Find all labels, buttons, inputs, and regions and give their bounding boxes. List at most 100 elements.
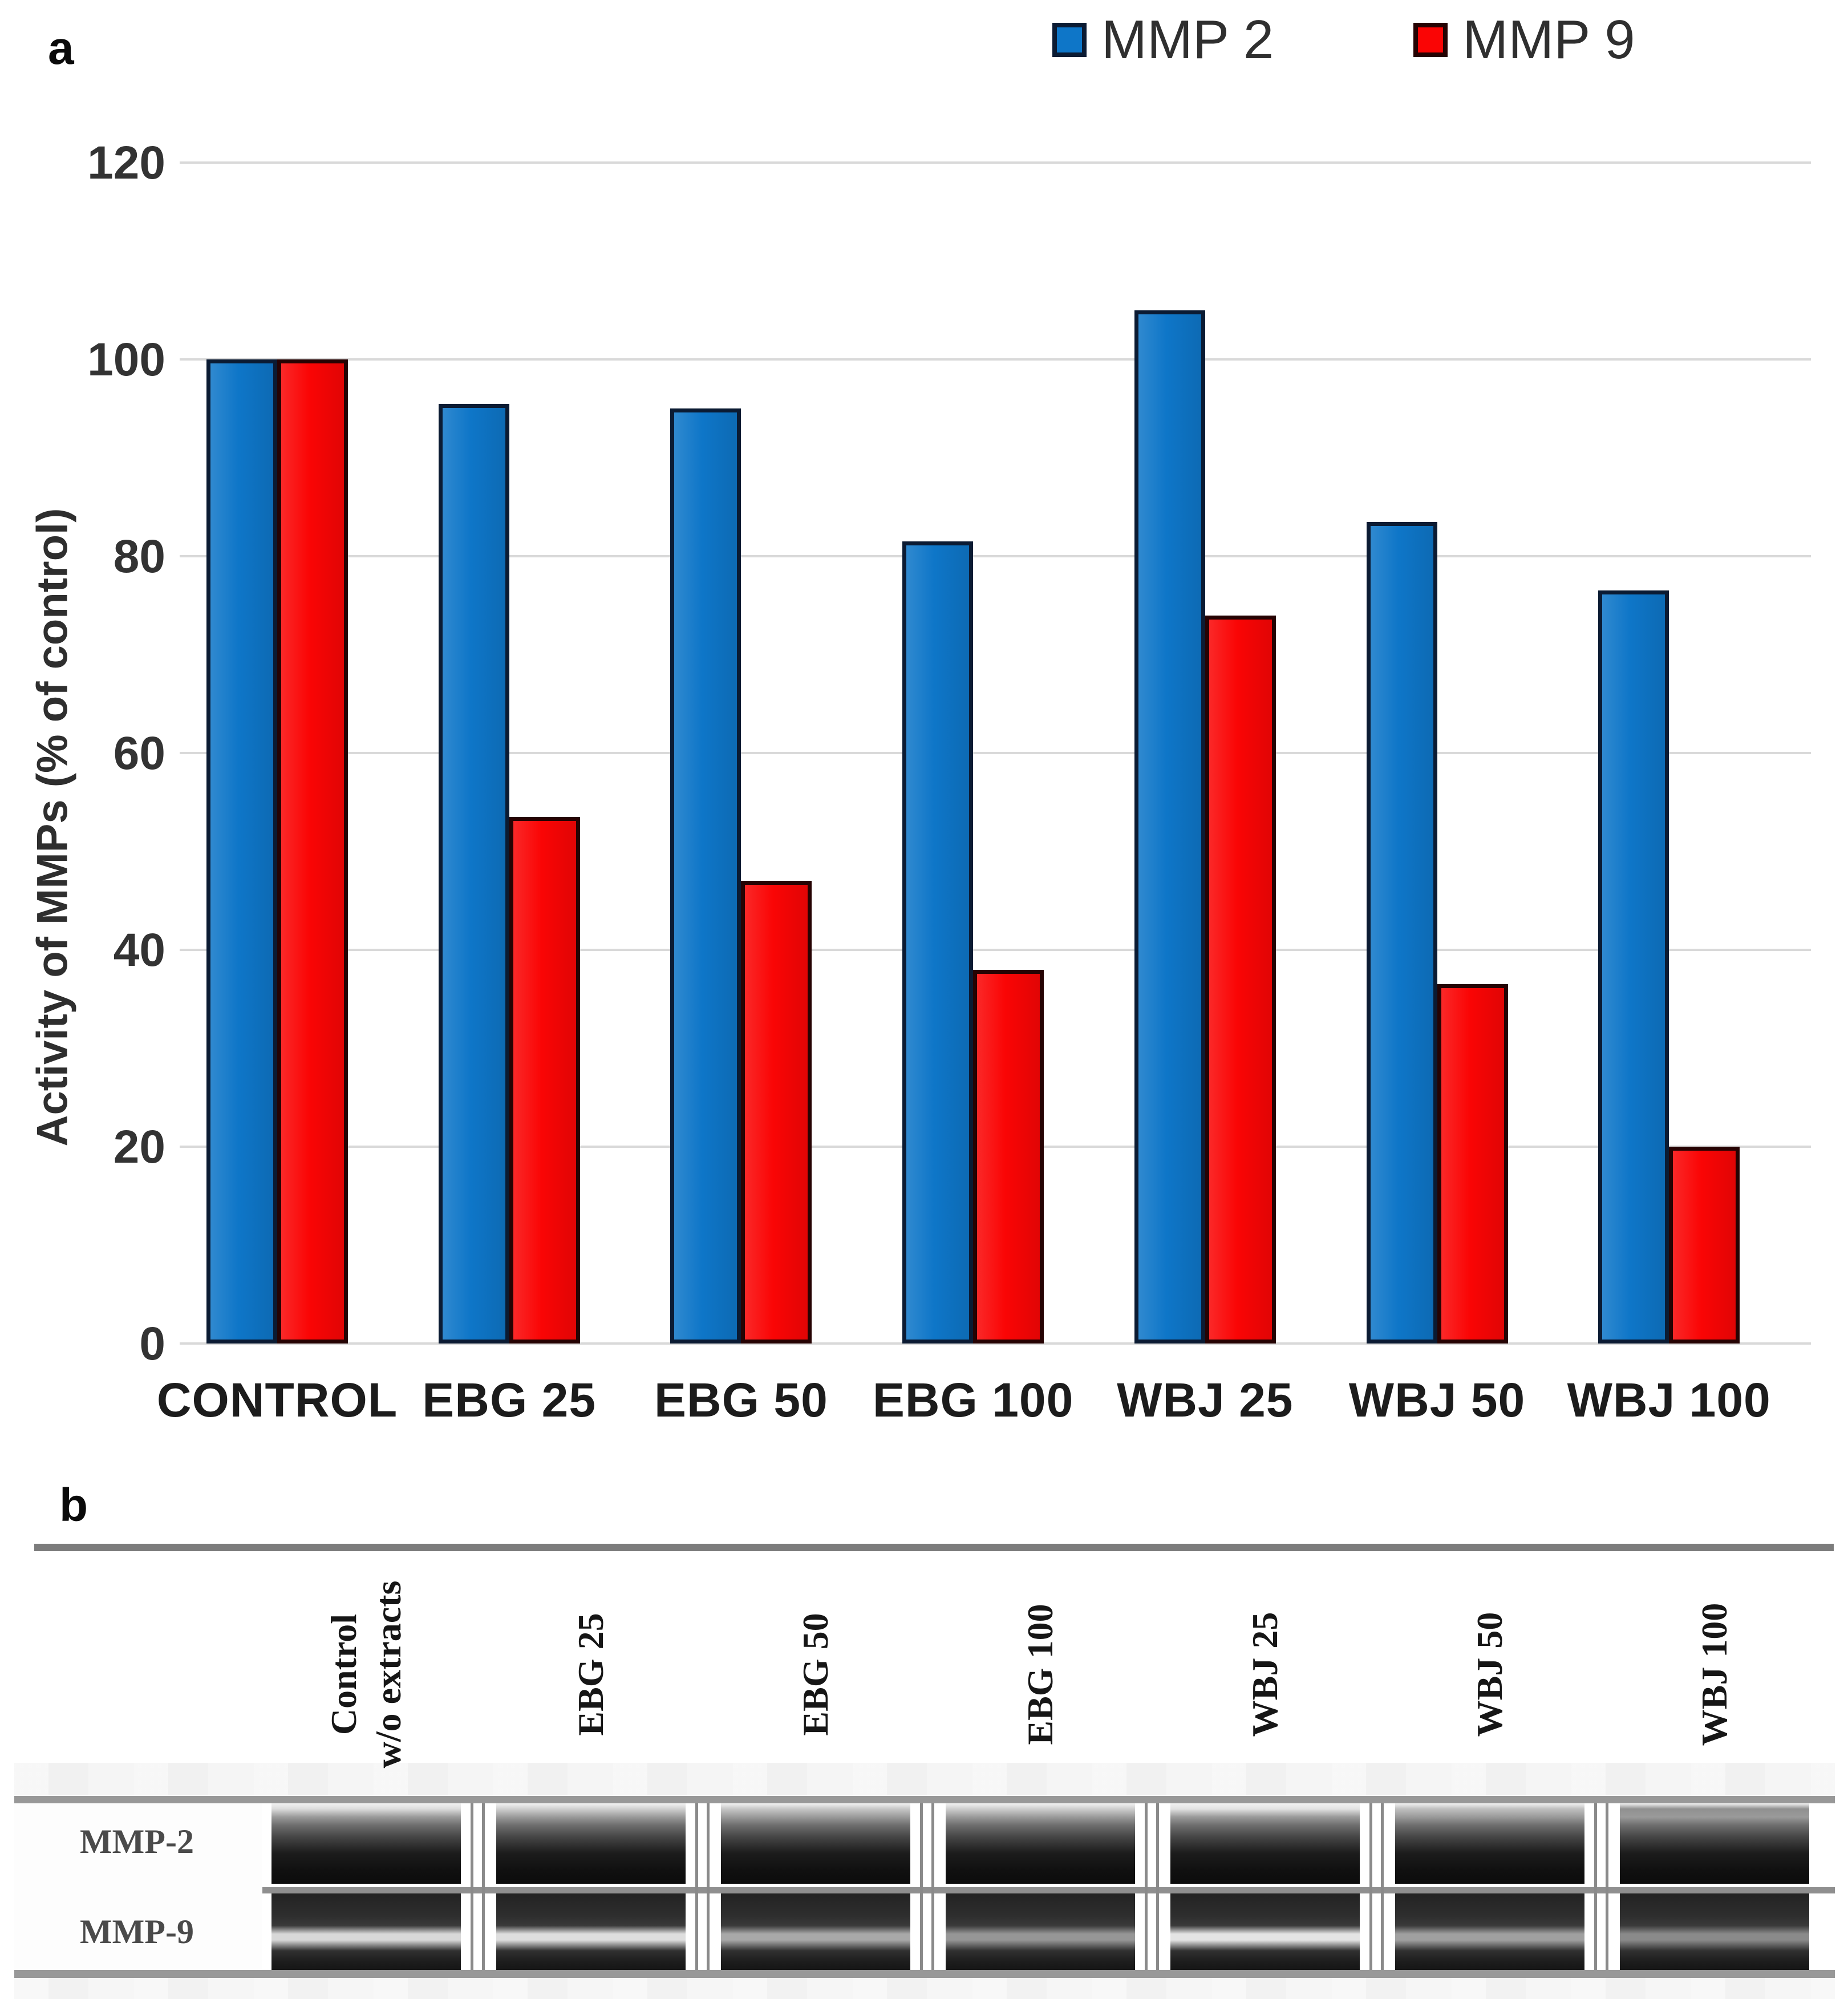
lane-separator-line [1594, 1803, 1597, 1970]
bar-mmp-9 [277, 359, 348, 1344]
bar-sheen [745, 885, 808, 1340]
lane-separator-line [707, 1803, 710, 1970]
gel-lane-mmp2 [496, 1803, 686, 1884]
y-axis-tick-label: 40 [113, 924, 165, 976]
gel-lane-label: WBJ 50 [1469, 1612, 1510, 1737]
bar-mmp-2 [206, 359, 277, 1344]
gridline [180, 1342, 1811, 1345]
bar-mmp-2 [1366, 521, 1437, 1344]
x-category-label: WBJ 50 [1348, 1373, 1526, 1427]
bar-mmp-9 [1669, 1147, 1740, 1344]
bar-mmp-2 [438, 403, 509, 1344]
gel-lane-mmp2 [1395, 1803, 1584, 1884]
gridline [180, 752, 1811, 754]
bar-mmp-2 [670, 408, 741, 1344]
bar-sheen [442, 407, 505, 1340]
gel-lane-label: EBG 100 [1020, 1604, 1060, 1745]
lane-separator-line [471, 1803, 473, 1970]
gel-lane-mmp9 [271, 1893, 461, 1970]
legend-label: MMP 2 [1101, 9, 1274, 70]
lane-separator-line [931, 1803, 934, 1970]
chart-legend: MMP 2 MMP 9 [1052, 13, 1635, 67]
bar-mmp-2 [1598, 590, 1669, 1344]
bar-sheen [1441, 988, 1504, 1340]
gel-lane-label: WBJ 100 [1694, 1603, 1734, 1746]
gel-top-bar [14, 1796, 1835, 1803]
gel-lane-mmp9 [946, 1893, 1135, 1970]
gel-lane-mmp9 [496, 1893, 686, 1970]
gel-lane-mmp2 [721, 1803, 910, 1884]
y-axis-tick-label: 120 [87, 137, 165, 189]
gridline [180, 161, 1811, 164]
y-axis-tick-label: 80 [113, 531, 165, 582]
gel-lane-mmp2 [1170, 1803, 1360, 1884]
gel-label-area [14, 1803, 262, 1970]
gel-lane-mmp9 [1620, 1893, 1809, 1970]
x-category-label: EBG 25 [422, 1373, 597, 1427]
y-axis-title: Activity of MMPs (% of control) [28, 508, 77, 1147]
gel-row-separator [14, 1887, 1835, 1893]
x-category-label: EBG 50 [654, 1373, 828, 1427]
bar-mmp-9 [741, 881, 812, 1344]
bar-sheen [513, 821, 576, 1340]
legend-item: MMP 2 [1052, 13, 1274, 67]
lane-separator-line [1381, 1803, 1384, 1970]
lane-separator-line [1156, 1803, 1159, 1970]
bar-sheen [1370, 525, 1433, 1340]
gel-lane-mmp9 [1395, 1893, 1584, 1970]
bar-mmp-9 [973, 969, 1044, 1344]
gel-noise-bottom [14, 1978, 1835, 1999]
gel-noise-top [14, 1763, 1835, 1795]
gel-lane-mmp9 [721, 1893, 910, 1970]
gel-lane-mmp9 [1170, 1893, 1360, 1970]
bar-sheen [977, 973, 1040, 1340]
y-axis-tick-label: 0 [139, 1318, 165, 1370]
bar-mmp-2 [902, 541, 974, 1344]
x-category-label: WBJ 100 [1567, 1373, 1771, 1427]
x-category-label: WBJ 25 [1117, 1373, 1294, 1427]
bar-mmp-9 [1437, 984, 1508, 1344]
gel-lane-label: w/o extracts [368, 1580, 408, 1769]
bar-mmp-9 [509, 817, 580, 1344]
bar-sheen [1602, 594, 1665, 1340]
legend-swatch [1413, 23, 1448, 57]
gel-lane-label: WBJ 25 [1245, 1612, 1285, 1737]
bar-sheen [1673, 1151, 1736, 1340]
panel-b-top-rule [34, 1544, 1834, 1551]
bar-sheen [281, 363, 344, 1340]
bar-mmp-9 [1205, 615, 1276, 1344]
legend-label: MMP 9 [1462, 9, 1635, 70]
gel-lane-mmp2 [1620, 1803, 1809, 1884]
panel-b-letter: b [59, 1479, 88, 1531]
lane-separator-line [1145, 1803, 1148, 1970]
gel-lane-mmp2 [946, 1803, 1135, 1884]
gel-row-label: MMP-2 [80, 1823, 194, 1860]
bar-sheen [1138, 314, 1201, 1340]
legend-swatch [1052, 23, 1087, 57]
bar-sheen [906, 545, 970, 1340]
x-category-label: CONTROL [156, 1373, 398, 1427]
gel-bottom-bar [14, 1970, 1835, 1978]
lane-separator-line [695, 1803, 698, 1970]
gel-lane-label: EBG 50 [795, 1613, 836, 1736]
panel-a-letter: a [48, 22, 74, 74]
gel-lane-mmp2 [271, 1803, 461, 1884]
gel-row-label: MMP-9 [80, 1913, 194, 1951]
bar-sheen [674, 412, 737, 1340]
y-axis-tick-label: 100 [87, 334, 165, 386]
gridline [180, 555, 1811, 557]
lane-separator-line [482, 1803, 485, 1970]
gel-lane-label: EBG 25 [570, 1613, 611, 1736]
x-category-label: EBG 100 [872, 1373, 1074, 1427]
gridline [180, 358, 1811, 361]
gel-lane-label: Control [323, 1613, 364, 1735]
bar-sheen [1209, 619, 1272, 1340]
gridline [180, 949, 1811, 951]
legend-item: MMP 9 [1413, 13, 1635, 67]
lane-separator-line [1369, 1803, 1372, 1970]
y-axis-tick-label: 60 [113, 727, 165, 779]
bar-mmp-2 [1134, 310, 1205, 1344]
lane-separator-line [920, 1803, 923, 1970]
lane-separator-line [1606, 1803, 1608, 1970]
